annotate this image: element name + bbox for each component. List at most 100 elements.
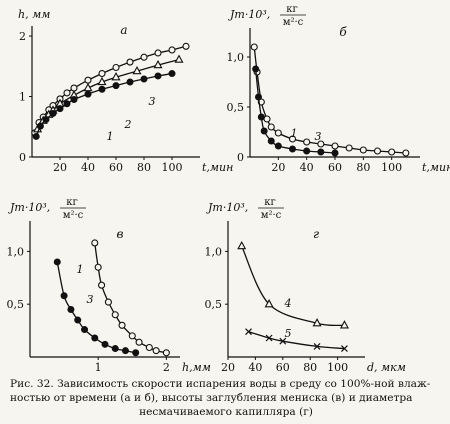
x-axis-label: d, мкм [367, 361, 406, 374]
series-3-point [154, 72, 162, 80]
y-tick-label: 0,5 [205, 298, 223, 311]
series-3-point [98, 85, 106, 93]
x-axis-label: h,мм [182, 361, 211, 374]
series-1-point [91, 239, 99, 247]
series-1-point [126, 58, 134, 66]
series-4-point [312, 318, 322, 327]
series-3-line [255, 68, 336, 154]
series-3-point [42, 116, 50, 124]
series-1-point [388, 148, 396, 156]
series-3-point [267, 137, 275, 145]
series-3-point [121, 347, 129, 355]
series-1-point [118, 321, 126, 329]
series-5-point [265, 334, 273, 342]
x-tick-label: 40 [81, 161, 95, 174]
y-axis-unit-denominator: м²·с [261, 210, 282, 221]
series-3-point [111, 345, 119, 353]
series-3-point [260, 127, 268, 135]
series-1-point [112, 63, 120, 72]
series-2-point [132, 65, 142, 75]
panel-letter: в [117, 227, 124, 241]
series-2: 2 [33, 54, 184, 133]
x-tick-label: 20 [53, 161, 67, 174]
series-1-point [263, 115, 271, 123]
series-3-point [274, 142, 282, 150]
y-axis-unit-numerator: кг [286, 4, 298, 15]
y-tick-label: 0,5 [7, 298, 25, 311]
series-1: 1 [77, 239, 170, 357]
series-1-line [34, 45, 187, 134]
series-2-point [174, 54, 184, 63]
series-1-point [135, 338, 143, 346]
series-3-point [84, 90, 92, 98]
series-1-point [267, 123, 275, 131]
y-tick-label: 1 [19, 91, 26, 104]
series-4-point [264, 299, 274, 308]
x-tick-label: 100 [162, 161, 183, 174]
y-axis-unit-numerator: кг [264, 197, 276, 208]
panel-letter: б [339, 25, 347, 39]
series-5-point-stroke-b [265, 334, 273, 342]
series-1-point [250, 43, 258, 51]
series-3-point [252, 65, 260, 73]
x-tick-label: 60 [109, 161, 123, 174]
y-axis-unit-denominator: м²·с [63, 210, 84, 221]
series-3-point [168, 70, 176, 78]
series-1-point [373, 147, 382, 155]
series-3-point [255, 93, 262, 101]
series-1-point [303, 138, 311, 146]
y-tick-label: 0 [19, 151, 26, 164]
x-tick-label: 40 [248, 361, 262, 374]
chart-panel-2: 20 40 60 80 100 0 0,5 1,0 t,мин Jm·10³, кг м²·с б 1 3 [227, 4, 450, 174]
series-5-line [248, 331, 345, 350]
series-4-line [241, 245, 345, 327]
y-tick-label: 1,0 [205, 245, 223, 258]
series-1-point [288, 135, 297, 143]
x-axis-label: t,мин [422, 161, 450, 174]
series-1-point [168, 46, 176, 54]
x-tick-label: 80 [137, 161, 151, 174]
series-3-point [74, 316, 82, 324]
series-1-line [253, 46, 406, 154]
series-3-point [36, 122, 44, 130]
series-4-point [237, 240, 247, 250]
series-2-label: 2 [124, 118, 132, 131]
x-tick-label: 60 [276, 361, 290, 374]
series-1-point [152, 347, 160, 355]
series-3-point [289, 145, 296, 153]
x-tick-label: 20 [271, 161, 285, 174]
x-tick-label: 20 [221, 361, 235, 374]
series-3-point [56, 105, 64, 113]
series-5: 5 [245, 327, 348, 352]
series-1-point [63, 89, 71, 97]
series-5-point [279, 337, 287, 345]
series-4: 4 [237, 240, 349, 329]
y-axis-label: Jm·10³, [206, 201, 248, 214]
series-1-point [182, 42, 190, 50]
series-2-point [153, 59, 163, 69]
series-3: 3 [252, 65, 339, 157]
series-3-point [112, 82, 120, 90]
series-3-point [49, 109, 57, 117]
series-1-point [111, 311, 119, 319]
series-3-point [101, 340, 109, 348]
series-1-point [140, 53, 148, 61]
series-3-point [60, 292, 68, 300]
series-1-point [331, 142, 339, 150]
figure-caption: Рис. 32. Зависимость скорости испарения … [10, 377, 442, 419]
series-3-point [317, 148, 325, 156]
series-1-point [162, 349, 170, 357]
series-1: 1 [31, 42, 190, 143]
series-1-point [104, 298, 112, 306]
series-1-label: 1 [291, 127, 298, 140]
y-axis-label: Jm·10³, [8, 201, 50, 214]
series-3-point [63, 100, 71, 108]
y-axis-unit-denominator: м²·с [283, 17, 304, 28]
x-tick-label: 100 [381, 161, 402, 174]
x-axis-label: t,мин [202, 161, 233, 174]
series-3-point [132, 349, 140, 357]
series-3-point [126, 78, 134, 86]
y-axis-label: h, мм [18, 8, 50, 21]
x-tick-label: 1 [95, 361, 102, 374]
series-1-point [345, 144, 353, 152]
